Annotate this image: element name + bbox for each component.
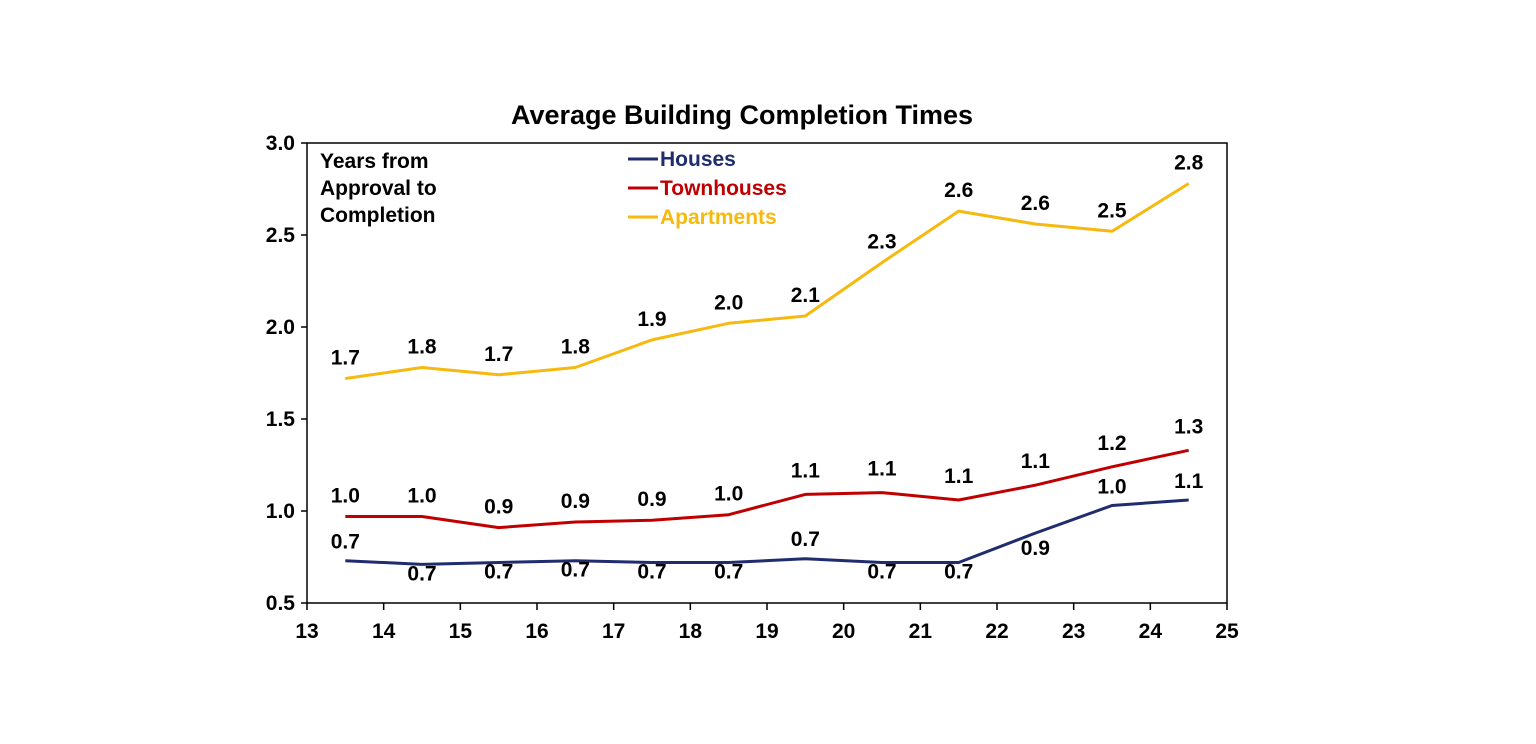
- y-tick-label: 0.5: [266, 592, 296, 615]
- x-tick-label: 23: [1062, 620, 1085, 643]
- data-label-townhouses: 1.3: [1174, 415, 1203, 438]
- x-tick-label: 13: [295, 620, 318, 643]
- data-label-houses: 0.7: [561, 559, 590, 582]
- data-label-houses: 0.7: [791, 528, 820, 551]
- x-tick-label: 18: [679, 620, 703, 643]
- data-label-apartments: 2.8: [1174, 151, 1204, 174]
- data-label-townhouses: 1.1: [791, 459, 821, 482]
- legend: Houses Townhouses Apartments: [628, 148, 787, 229]
- data-label-houses: 0.7: [331, 531, 360, 554]
- data-label-apartments: 1.8: [407, 335, 437, 358]
- y-tick-label: 3.0: [266, 132, 295, 155]
- data-label-houses: 0.7: [484, 561, 513, 584]
- data-label-houses: 0.7: [637, 561, 666, 584]
- x-tick-label: 17: [602, 620, 625, 643]
- data-label-townhouses: 0.9: [484, 496, 513, 519]
- annotation-line: Completion: [320, 204, 436, 227]
- legend-label-apartments: Apartments: [660, 206, 777, 229]
- data-label-apartments: 2.5: [1097, 199, 1127, 222]
- series-line-houses: [345, 498, 1189, 566]
- data-label-houses: 0.7: [867, 561, 896, 584]
- data-label-townhouses: 1.0: [407, 485, 436, 508]
- data-label-townhouses: 1.0: [331, 485, 360, 508]
- data-label-townhouses: 1.1: [867, 458, 897, 481]
- data-label-apartments: 1.7: [331, 347, 360, 370]
- data-label-apartments: 1.7: [484, 343, 513, 366]
- series-line-townhouses: [345, 448, 1190, 530]
- chart-annotation: Years from Approval to Completion: [320, 150, 437, 227]
- data-label-townhouses: 1.2: [1097, 432, 1126, 455]
- data-label-apartments: 1.8: [561, 335, 591, 358]
- data-label-apartments: 2.0: [714, 291, 743, 314]
- data-label-houses: 1.0: [1097, 475, 1126, 498]
- x-tick-label: 21: [909, 620, 933, 643]
- annotation-line: Years from: [320, 150, 429, 173]
- data-label-townhouses: 1.1: [944, 465, 974, 488]
- data-label-houses: 1.1: [1174, 470, 1204, 493]
- data-labels: 0.7 0.7 0.7 0.7 0.7 0.7 0.7 0.7 0.7 0.9 1.0 1.1 1.0 1…: [331, 151, 1204, 585]
- y-axis: 0.5 1.0 1.5 2.0 2.5 3.0: [266, 132, 307, 615]
- y-tick-label: 2.5: [266, 224, 296, 247]
- x-tick-label: 24: [1139, 620, 1163, 643]
- y-tick-label: 1.0: [266, 500, 295, 523]
- data-label-townhouses: 0.9: [561, 490, 590, 513]
- data-label-houses: 0.9: [1021, 537, 1050, 560]
- legend-label-townhouses: Townhouses: [660, 177, 787, 200]
- x-tick-label: 22: [985, 620, 1008, 643]
- series-line-apartments: [345, 182, 1190, 380]
- x-tick-label: 16: [525, 620, 548, 643]
- x-tick-label: 25: [1215, 620, 1239, 643]
- y-tick-label: 2.0: [266, 316, 295, 339]
- series-lines: [345, 182, 1190, 566]
- x-tick-label: 15: [449, 620, 473, 643]
- chart-title: Average Building Completion Times: [511, 100, 973, 130]
- x-tick-label: 19: [755, 620, 778, 643]
- data-label-townhouses: 1.1: [1021, 450, 1051, 473]
- annotation-line: Approval to: [320, 177, 437, 200]
- data-label-apartments: 2.6: [944, 179, 973, 202]
- x-axis: 13 14 15 16 17 18 19 20 21 22 23 24 25: [295, 603, 1239, 643]
- y-tick-label: 1.5: [266, 408, 296, 431]
- data-label-apartments: 2.6: [1021, 192, 1050, 215]
- data-label-houses: 0.7: [944, 561, 973, 584]
- x-tick-label: 20: [832, 620, 855, 643]
- x-tick-label: 14: [372, 620, 396, 643]
- legend-label-houses: Houses: [660, 148, 736, 171]
- data-label-houses: 0.7: [714, 561, 743, 584]
- data-label-townhouses: 1.0: [714, 483, 743, 506]
- data-label-apartments: 2.3: [867, 231, 896, 254]
- data-label-townhouses: 0.9: [637, 488, 666, 511]
- data-label-houses: 0.7: [407, 562, 436, 585]
- data-label-apartments: 1.9: [637, 308, 666, 331]
- data-label-apartments: 2.1: [791, 284, 821, 307]
